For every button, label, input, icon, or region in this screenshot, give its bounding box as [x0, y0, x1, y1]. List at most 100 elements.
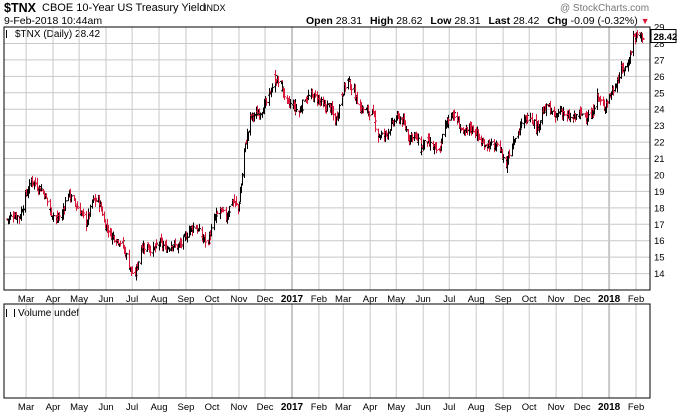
- low-value: 28.31: [454, 15, 481, 27]
- ohlc-bar: [612, 85, 615, 96]
- x-tick-label: Mar: [335, 294, 351, 305]
- y-tick-label: 17: [654, 220, 665, 231]
- ohlc-bar: [320, 96, 323, 106]
- ohlc-bar: [405, 125, 408, 133]
- ohlc-bar: [326, 100, 329, 112]
- ohlc-bar: [441, 133, 444, 145]
- y-tick-label: 16: [654, 236, 665, 247]
- x-tick-label: May: [70, 402, 88, 412]
- ohlc-bar: [502, 154, 505, 163]
- ohlc-bar: [596, 88, 599, 110]
- ohlc-bar: [563, 111, 566, 117]
- x-axis-volume: Mar Apr May Jun Jul Aug Sep Oct Nov Dec 2017 Feb Mar…: [18, 402, 644, 412]
- ohlc-bar: [247, 131, 250, 141]
- ohlc-bar: [289, 98, 292, 109]
- ohlc-bar: [295, 104, 298, 113]
- ohlc-bar: [22, 205, 25, 216]
- x-tick-label: Jun: [416, 402, 431, 412]
- high-value: 28.62: [396, 15, 423, 27]
- ohlc-bar: [281, 81, 284, 92]
- x-tick-label: Apr: [363, 402, 378, 412]
- x-tick-label: Dec: [257, 402, 274, 412]
- x-tick-label: Oct: [205, 402, 220, 412]
- x-tick-label: Mar: [335, 402, 351, 412]
- ohlc-bar: [301, 99, 304, 112]
- ohlc-bar: [64, 196, 67, 212]
- ohlc-bar: [9, 211, 12, 220]
- ohlc-bar: [52, 212, 55, 222]
- ohlc-bar: [204, 232, 207, 248]
- ohlc-bar: [356, 91, 359, 105]
- ohlc-bar: [593, 104, 596, 115]
- x-tick-label: Dec: [257, 294, 274, 305]
- ohlc-bar: [243, 148, 246, 179]
- ohlc-bar: [128, 249, 131, 270]
- ohlc-bar: [399, 116, 402, 125]
- x-tick-label: 2017: [281, 294, 304, 305]
- x-tick-label: Mar: [18, 402, 34, 412]
- ohlc-series: [6, 30, 645, 281]
- ohlc-bar: [606, 99, 609, 108]
- volume-panel-frame: [3, 303, 651, 399]
- ohlc-bar: [95, 197, 98, 202]
- y-tick-label: 15: [654, 253, 665, 264]
- ohlc-bar: [307, 89, 310, 99]
- ohlc-bar: [411, 133, 414, 143]
- ohlc-bar: [222, 209, 225, 213]
- ohlc-bar: [162, 240, 165, 252]
- chart-instrument-name: CBOE 10-Year US Treasury Yield: [42, 2, 206, 14]
- ohlc-bar: [283, 88, 286, 100]
- ohlc-bar: [58, 211, 61, 221]
- ohlc-bar: [484, 144, 487, 147]
- x-axis: Mar Apr May Jun Jul Aug Sep Oct Nov Dec 2017 Feb Mar…: [18, 294, 644, 305]
- ohlc-bar: [551, 110, 554, 115]
- ohlc-bar: [368, 111, 371, 121]
- ohlc-bar: [423, 139, 426, 150]
- x-tick-label: Nov: [231, 294, 248, 305]
- ohlc-bar: [259, 112, 262, 120]
- ohlc-bar: [235, 196, 238, 206]
- open-label: Open: [306, 15, 333, 27]
- ohlc-bar: [119, 240, 122, 247]
- ohlc-bar: [526, 113, 529, 123]
- ohlc-bar: [380, 130, 383, 138]
- x-tick-label: Dec: [574, 402, 591, 412]
- ohlc-bar: [374, 120, 377, 133]
- chart-exchange: INDX: [204, 3, 226, 13]
- chart-date: 9-Feb-2018 10:44am: [4, 15, 103, 27]
- x-tick-label: Nov: [548, 294, 565, 305]
- x-tick-label: Aug: [151, 402, 168, 412]
- ohlc-bar: [137, 261, 140, 270]
- x-tick-label: Mar: [18, 294, 34, 305]
- ohlc-bar: [508, 149, 511, 159]
- ohlc-bar: [496, 142, 499, 147]
- x-tick-label: Aug: [151, 294, 168, 305]
- down-arrow-icon: ▼: [640, 16, 650, 26]
- ohlc-bar: [241, 172, 244, 186]
- ohlc-bar: [417, 133, 420, 146]
- ohlc-bar: [82, 212, 85, 217]
- ohlc-bar: [216, 210, 219, 215]
- y-tick-label: 28: [654, 39, 665, 50]
- price-legend-label: $TNX (Daily) 28.42: [15, 29, 101, 40]
- ohlc-bar: [155, 239, 158, 247]
- ohlc-bar: [478, 133, 481, 140]
- ohlc-bar-icon: [6, 30, 13, 38]
- x-tick-label: Sep: [178, 294, 195, 305]
- y-tick-label: 27: [654, 55, 665, 66]
- ohlc-bar: [350, 84, 353, 96]
- ohlc-bar: [387, 128, 390, 140]
- ohlc-bar: [429, 137, 432, 151]
- ohlc-bar: [149, 245, 152, 257]
- ohlc-bar: [533, 119, 536, 129]
- ohlc-bar: [228, 205, 231, 215]
- ohlc-bar: [180, 238, 183, 249]
- y-tick-label: 18: [654, 203, 665, 214]
- x-tick-label: Jul: [126, 402, 138, 412]
- x-tick-label: May: [387, 294, 405, 305]
- ohlc-bar: [39, 187, 42, 192]
- ohlc-bar: [113, 235, 116, 243]
- ohlc-bar: [490, 138, 493, 146]
- ohlc-bar: [168, 247, 171, 252]
